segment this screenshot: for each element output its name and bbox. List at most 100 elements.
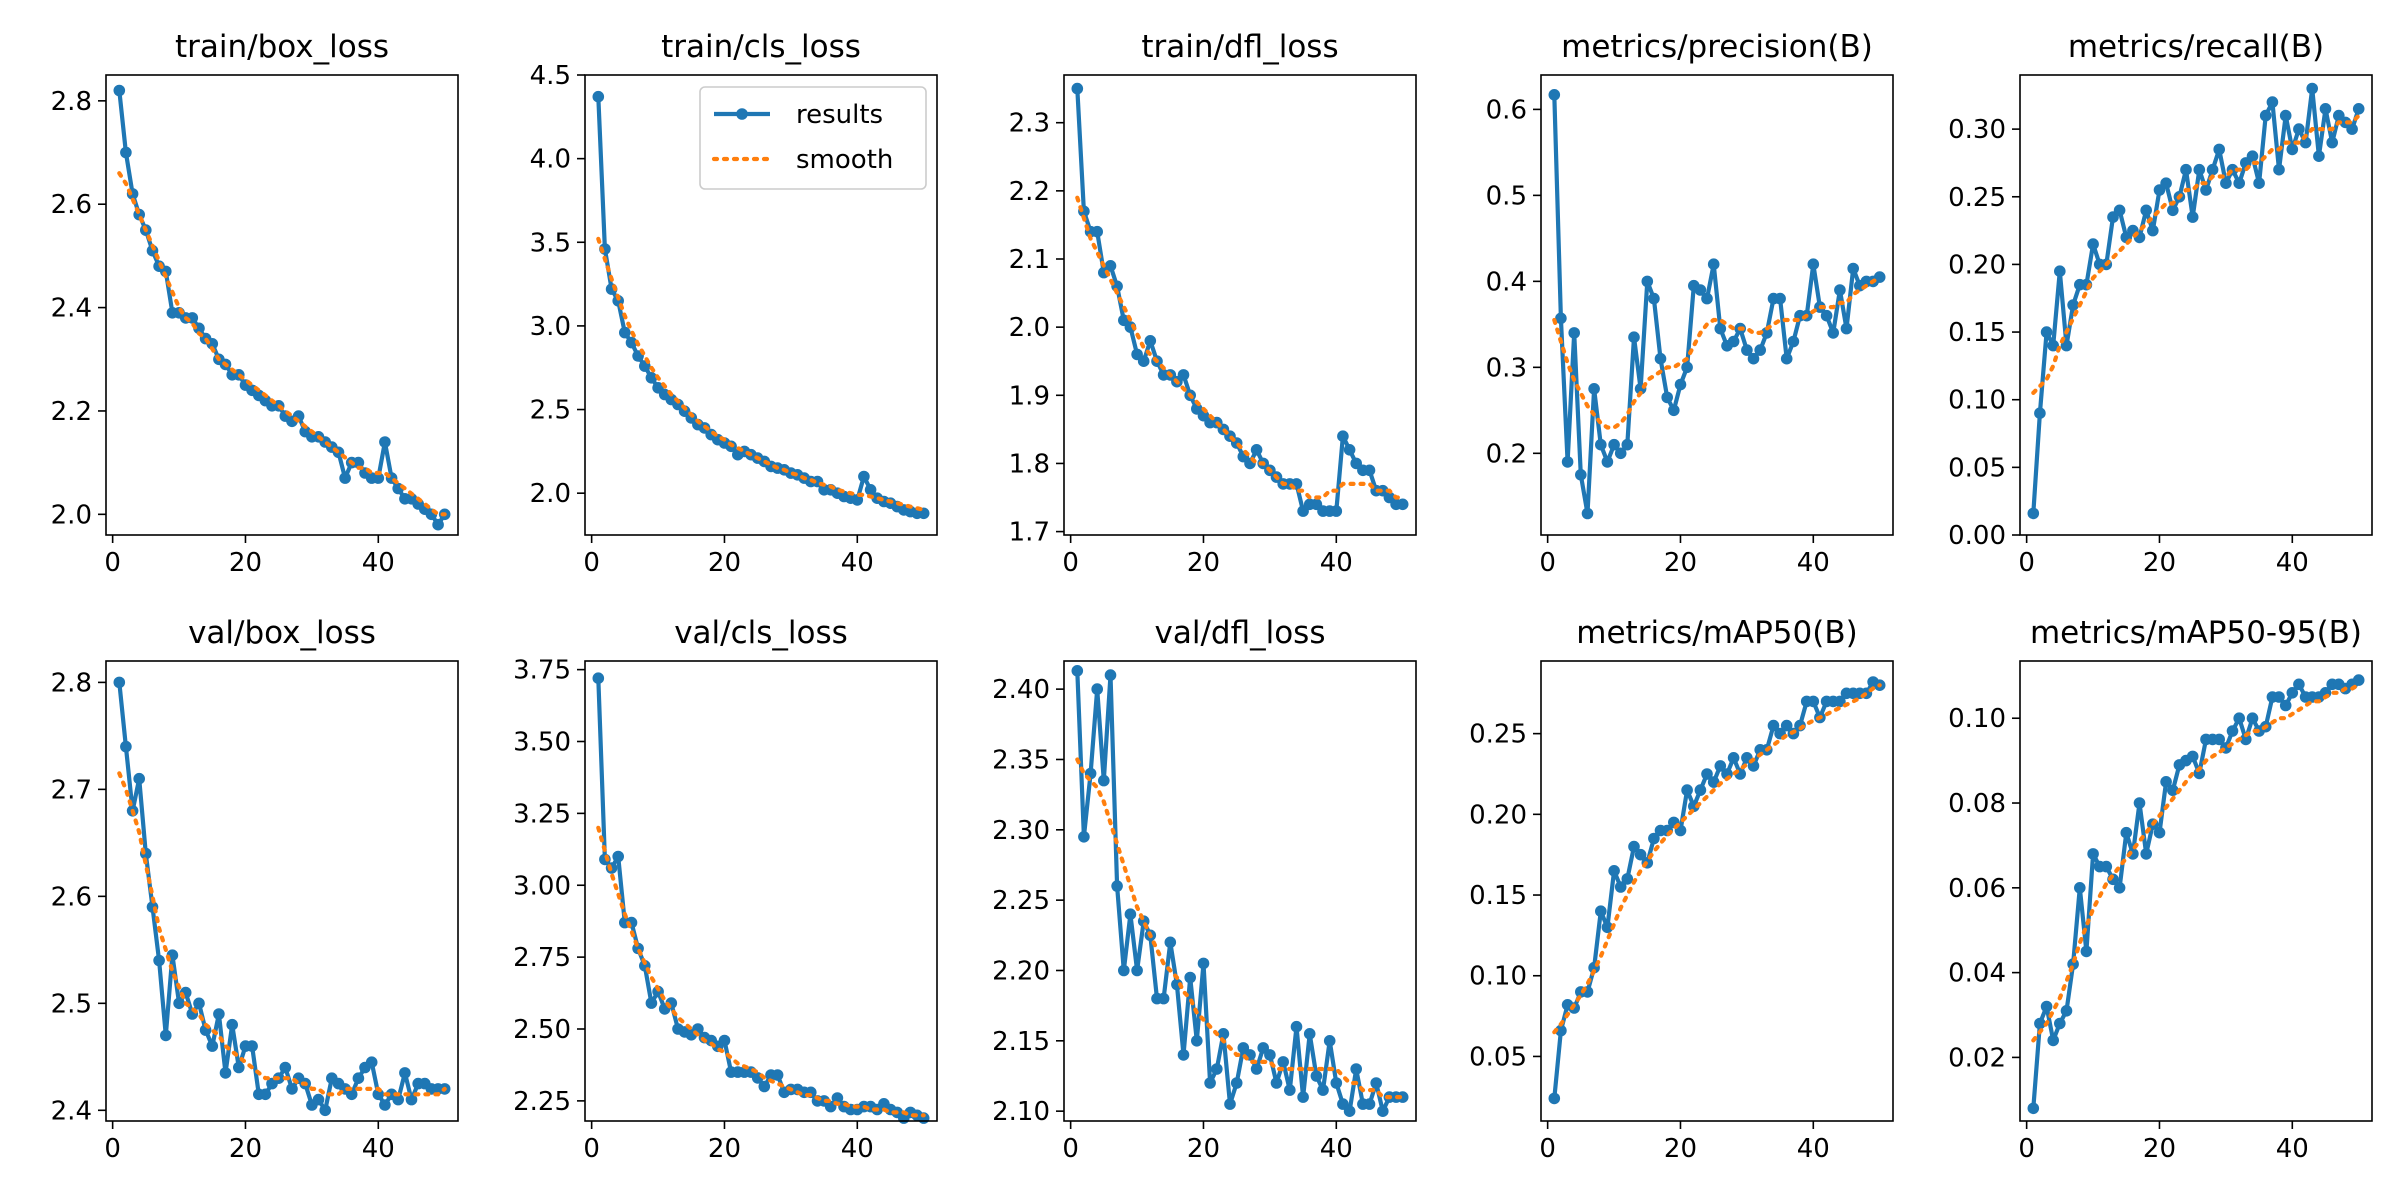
x-tick-label: 40 (1797, 548, 1830, 578)
results-point (2246, 712, 2259, 724)
results-point (1204, 1077, 1216, 1089)
y-tick-label: 0.5 (1486, 181, 1527, 211)
results-point (1124, 908, 1137, 920)
results-point (1661, 391, 1673, 404)
y-tick-label: 3.75 (513, 656, 571, 686)
y-tick-label: 2.0 (1009, 313, 1050, 343)
results-point (392, 1093, 405, 1106)
results-point (1621, 873, 1634, 885)
x-tick-label: 20 (229, 548, 262, 578)
panel-title: val/dfl_loss (1155, 615, 1326, 651)
results-point (1217, 1028, 1230, 1040)
x-tick-label: 0 (583, 1134, 600, 1164)
results-point (113, 84, 126, 97)
x-tick-label: 0 (104, 1134, 121, 1164)
panel-title: metrics/recall(B) (2068, 29, 2324, 65)
results-point (1608, 865, 1620, 877)
results-point (1873, 271, 1886, 283)
results-point (2180, 163, 2192, 176)
results-point (1621, 438, 1634, 451)
results-point (1211, 1063, 1223, 1075)
y-tick-label: 0.4 (1486, 267, 1527, 297)
results-point (1701, 768, 1713, 780)
results-point (1555, 312, 1567, 325)
results-point (1595, 438, 1607, 451)
results-point (372, 472, 385, 484)
results-point (2352, 103, 2365, 115)
smooth-series-line (2031, 113, 2361, 395)
results-point (2040, 1000, 2053, 1013)
results-point (1774, 292, 1786, 305)
results-point (1396, 498, 1409, 511)
results-point (1840, 322, 1853, 335)
results-point (1834, 695, 1846, 708)
results-point (1688, 800, 1700, 813)
results-point (213, 1008, 225, 1020)
results-point (2153, 826, 2166, 839)
results-point (2074, 882, 2086, 894)
y-tick-label: 0.08 (1948, 789, 2006, 819)
results-point (246, 1040, 258, 1052)
results-point (2087, 848, 2099, 860)
results-point (2273, 691, 2285, 703)
results-point (2080, 945, 2093, 958)
results-point (2193, 163, 2206, 176)
results-point (1608, 438, 1620, 451)
chart-panel: train/box_loss 0 20 40 2.0 2.2 2.4 2.6 2.8 (51, 29, 459, 578)
results-point (1668, 404, 1680, 417)
results-point (2087, 238, 2099, 250)
smooth-series-line (596, 825, 926, 1118)
results-point (1588, 383, 1600, 395)
results-point (1191, 1035, 1203, 1047)
results-point (1091, 225, 1103, 238)
results-point (758, 1080, 771, 1093)
results-point (2067, 299, 2079, 311)
y-tick-label: 0.2 (1486, 439, 1527, 469)
results-point (2034, 1017, 2046, 1030)
y-tick-label: 0.20 (1469, 800, 1527, 830)
results-point (2213, 143, 2225, 156)
results-point (2220, 177, 2232, 189)
results-point (1284, 1084, 1296, 1096)
results-point (2040, 326, 2053, 338)
chart-panel: val/box_loss 0 20 40 2.4 2.5 2.6 2.7 2.8 (51, 615, 459, 1164)
y-tick-label: 2.10 (992, 1097, 1050, 1127)
x-tick-label: 20 (1664, 1134, 1697, 1164)
results-point (1628, 331, 1640, 344)
legend-results-label: results (796, 100, 883, 130)
panel-title: train/cls_loss (661, 29, 861, 65)
results-point (1104, 260, 1117, 272)
results-point (319, 1104, 332, 1117)
results-point (645, 372, 658, 384)
results-point (1224, 1098, 1236, 1110)
results-point (1137, 355, 1150, 368)
axes-frame (1063, 74, 1417, 536)
panel-title: metrics/precision(B) (1561, 29, 1873, 65)
panel-title: metrics/mAP50(B) (1576, 615, 1857, 651)
results-point (279, 1061, 292, 1074)
x-tick-label: 0 (2018, 548, 2035, 578)
y-tick-label: 0.04 (1948, 959, 2006, 989)
results-point (1118, 964, 1130, 977)
results-point (365, 1056, 378, 1068)
x-tick-label: 40 (841, 1134, 874, 1164)
results-point (1144, 335, 1157, 347)
results-point (1761, 327, 1773, 339)
y-tick-label: 2.0 (51, 500, 92, 530)
results-point (2206, 163, 2219, 176)
results-point (1164, 936, 1177, 949)
results-point (1847, 262, 1859, 275)
legend: results smooth (699, 86, 927, 190)
results-point (1197, 957, 1210, 970)
x-tick-label: 40 (1797, 1134, 1830, 1164)
results-point (2240, 733, 2252, 746)
results-point (2259, 109, 2272, 122)
smooth-series-line (117, 171, 447, 517)
results-point (2047, 1034, 2059, 1047)
panel-title: metrics/mAP50-95(B) (2030, 615, 2362, 651)
results-point (1681, 361, 1693, 374)
results-point (1694, 284, 1707, 296)
results-point (858, 470, 870, 483)
results-point (1641, 275, 1654, 288)
y-tick-label: 2.1 (1009, 245, 1050, 275)
